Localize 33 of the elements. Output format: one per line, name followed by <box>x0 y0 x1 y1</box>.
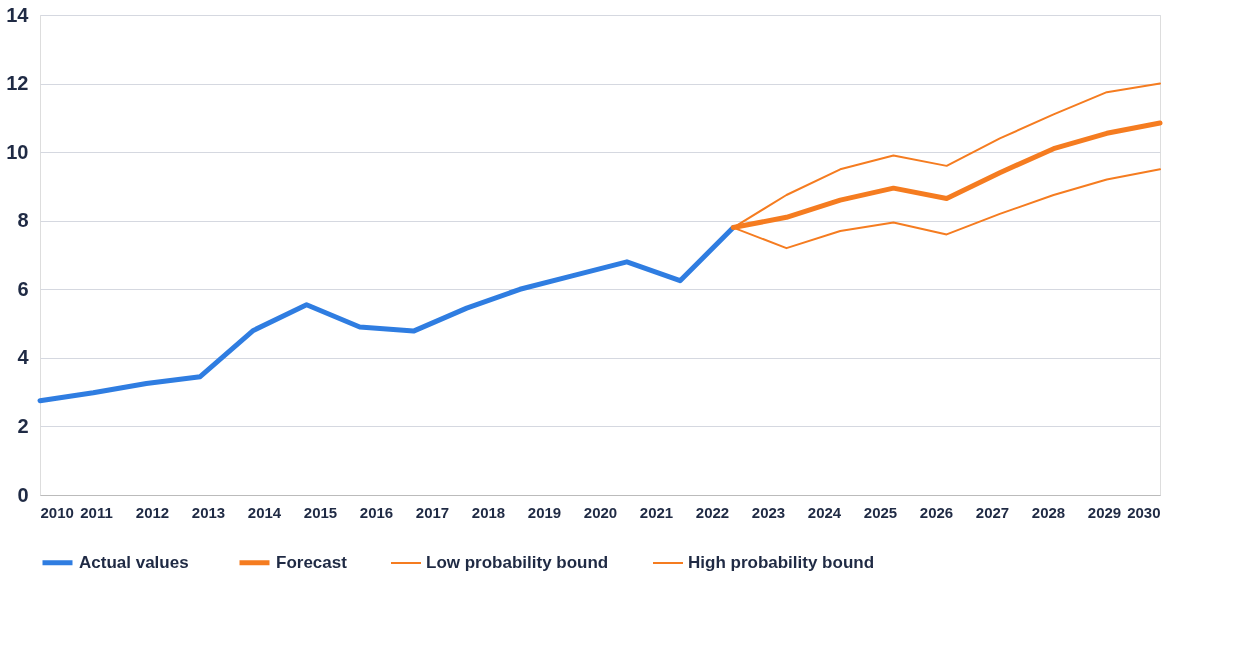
legend-label: Actual values <box>79 552 189 572</box>
y-tick-label: 12 <box>6 72 29 95</box>
x-tick-label: 2030 <box>1127 503 1161 521</box>
legend-label: Forecast <box>276 552 348 572</box>
legend-label: High probability bound <box>688 553 875 572</box>
y-tick-label: 4 <box>17 346 30 369</box>
x-tick-label: 2021 <box>639 503 674 521</box>
x-tick-label: 2026 <box>919 503 954 521</box>
x-tick-label: 2020 <box>583 503 618 521</box>
x-tick-label: 2014 <box>247 503 282 521</box>
x-tick-label: 2012 <box>135 503 170 521</box>
y-tick-label: 6 <box>17 277 29 300</box>
x-tick-label: 2028 <box>1031 503 1066 521</box>
y-tick-label: 2 <box>17 414 29 437</box>
x-tick-label: 2011 <box>80 503 113 521</box>
x-tick-label: 2013 <box>191 503 226 521</box>
x-tick-label: 2027 <box>975 503 1010 521</box>
x-tick-label: 2017 <box>415 503 450 521</box>
x-tick-label: 2010 <box>40 503 74 521</box>
x-tick-label: 2029 <box>1087 503 1122 521</box>
y-tick-label: 8 <box>17 209 29 232</box>
y-tick-label: 14 <box>6 3 30 26</box>
x-tick-label: 2016 <box>359 503 394 521</box>
y-tick-label: 0 <box>17 483 29 506</box>
x-tick-label: 2024 <box>807 503 842 521</box>
x-tick-label: 2015 <box>303 503 338 521</box>
y-tick-label: 10 <box>6 140 29 163</box>
x-tick-label: 2025 <box>863 503 898 521</box>
x-tick-label: 2022 <box>695 503 730 521</box>
x-tick-label: 2019 <box>527 503 562 521</box>
x-tick-label: 2023 <box>751 503 786 521</box>
x-tick-label: 2018 <box>471 503 506 521</box>
legend-label: Low probability bound <box>426 553 609 572</box>
